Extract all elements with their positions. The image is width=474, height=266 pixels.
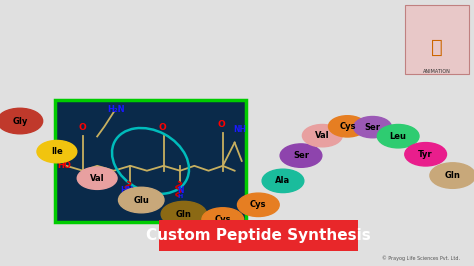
Circle shape: [328, 116, 366, 137]
Text: N: N: [177, 186, 183, 195]
Circle shape: [302, 124, 342, 147]
Circle shape: [354, 117, 392, 138]
Text: O: O: [159, 123, 166, 132]
FancyBboxPatch shape: [405, 5, 469, 74]
Text: Val: Val: [90, 174, 104, 183]
Circle shape: [430, 163, 474, 188]
Text: Leu: Leu: [390, 132, 407, 141]
Circle shape: [118, 187, 164, 213]
Text: O: O: [78, 123, 86, 132]
Text: Ile: Ile: [51, 147, 63, 156]
Text: Glu: Glu: [133, 196, 149, 205]
Circle shape: [0, 108, 43, 134]
Circle shape: [377, 124, 419, 148]
Polygon shape: [73, 117, 209, 207]
Text: Val: Val: [315, 131, 329, 140]
Circle shape: [405, 143, 447, 166]
Text: Tyr: Tyr: [419, 150, 433, 159]
Circle shape: [77, 167, 117, 189]
FancyBboxPatch shape: [159, 220, 358, 251]
Circle shape: [262, 169, 304, 193]
Text: ANIMATION: ANIMATION: [423, 69, 451, 74]
Circle shape: [280, 144, 322, 167]
Circle shape: [37, 140, 77, 163]
Text: H₂N: H₂N: [107, 105, 125, 114]
Text: HN: HN: [120, 186, 133, 195]
Text: Ser: Ser: [293, 151, 309, 160]
Text: © Prayog Life Sciences Pvt. Ltd.: © Prayog Life Sciences Pvt. Ltd.: [382, 255, 460, 261]
Text: Ser: Ser: [365, 123, 381, 132]
FancyBboxPatch shape: [55, 100, 246, 222]
Circle shape: [161, 201, 207, 227]
Circle shape: [237, 193, 279, 217]
Text: O: O: [218, 120, 226, 129]
Text: HO: HO: [57, 161, 71, 170]
Text: Cys: Cys: [339, 122, 356, 131]
Circle shape: [202, 208, 244, 231]
Text: Custom Peptide Synthesis: Custom Peptide Synthesis: [146, 228, 371, 243]
Text: 🦋: 🦋: [431, 38, 443, 57]
Text: Cys: Cys: [250, 200, 266, 209]
Text: Ala: Ala: [275, 176, 291, 185]
Text: H: H: [177, 194, 183, 199]
Text: Cys: Cys: [215, 215, 231, 224]
Text: NH: NH: [233, 124, 246, 134]
Text: Gln: Gln: [445, 171, 461, 180]
Text: Gln: Gln: [176, 210, 192, 219]
Text: Gly: Gly: [12, 117, 27, 126]
